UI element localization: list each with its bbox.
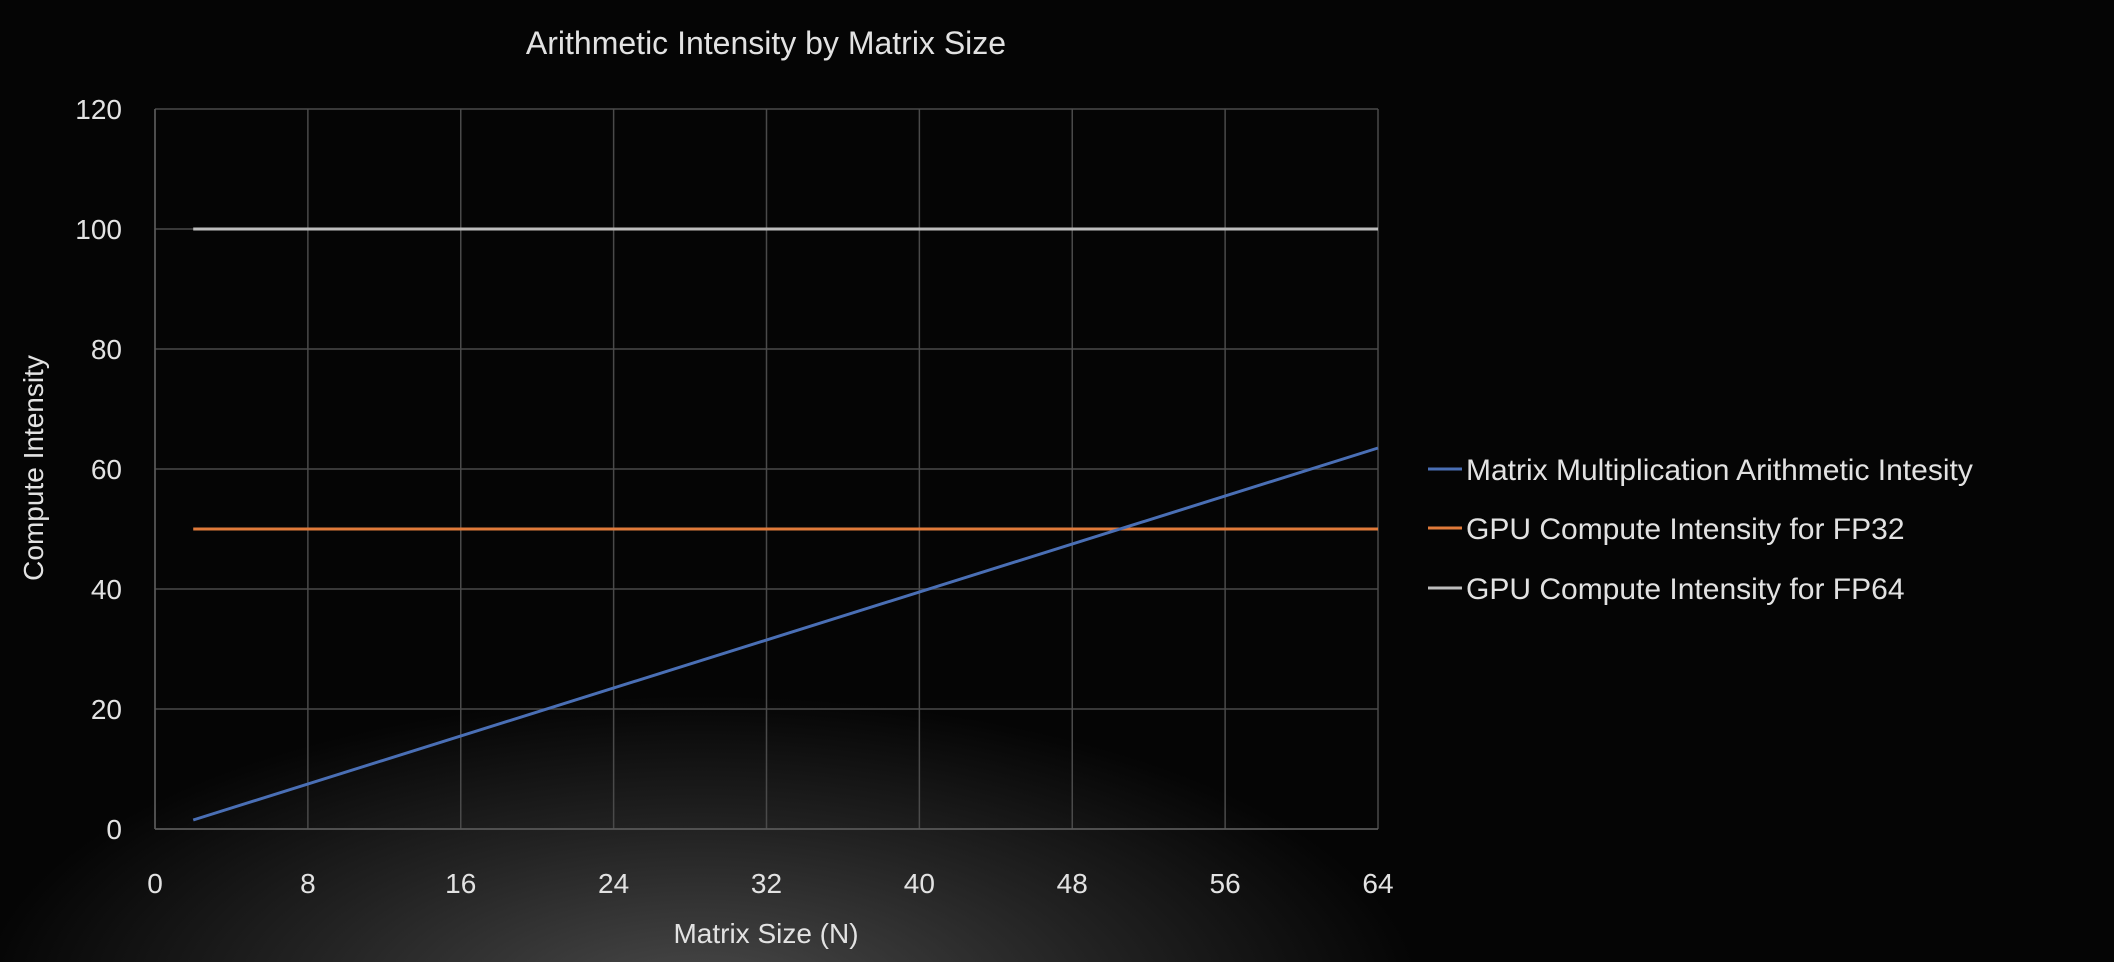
x-tick-label: 40 xyxy=(904,868,935,899)
x-axis-label: Matrix Size (N) xyxy=(673,918,858,949)
series-line-0 xyxy=(192,446,1379,822)
x-tick-label: 0 xyxy=(147,868,163,899)
y-tick-label: 0 xyxy=(106,814,122,845)
grid xyxy=(154,108,1379,830)
y-tick-label: 20 xyxy=(91,694,122,725)
x-tick-label: 32 xyxy=(751,868,782,899)
y-tick-label: 120 xyxy=(75,94,122,125)
chart-title: Arithmetic Intensity by Matrix Size xyxy=(526,25,1006,61)
series-lines xyxy=(192,227,1379,822)
y-tick-label: 100 xyxy=(75,214,122,245)
legend-label: GPU Compute Intensity for FP32 xyxy=(1466,513,1905,546)
x-tick-label: 64 xyxy=(1362,868,1393,899)
x-tick-label: 8 xyxy=(300,868,316,899)
legend: Matrix Multiplication Arithmetic Intesit… xyxy=(1428,454,1973,606)
y-tick-label: 60 xyxy=(91,454,122,485)
y-tick-label: 80 xyxy=(91,334,122,365)
tick-labels: 0 8 16 24 32 40 48 56 64 0 20 40 60 80 100 120 xyxy=(75,94,1393,899)
y-tick-label: 40 xyxy=(91,574,122,605)
x-tick-label: 16 xyxy=(445,868,476,899)
x-tick-label: 24 xyxy=(598,868,629,899)
legend-label: Matrix Multiplication Arithmetic Intesit… xyxy=(1466,454,1973,487)
y-axis-label: Compute Intensity xyxy=(18,355,49,581)
x-tick-label: 56 xyxy=(1210,868,1241,899)
legend-label: GPU Compute Intensity for FP64 xyxy=(1466,573,1905,606)
x-tick-label: 48 xyxy=(1057,868,1088,899)
